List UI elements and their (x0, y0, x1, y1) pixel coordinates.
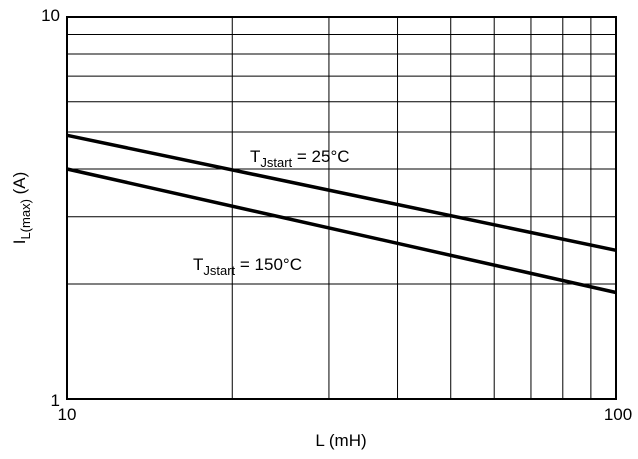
series-line-0 (66, 133, 617, 253)
series-label-150c: TJstart = 150°C (193, 255, 302, 278)
y-axis-title-main: I (10, 240, 29, 245)
y-axis-title-unit: (A) (10, 172, 29, 199)
y-axis-title-sub: L(max) (18, 199, 33, 239)
y-axis-title: IL(max) (A) (10, 172, 33, 245)
series-label-150c-sub: Jstart (203, 263, 235, 278)
series-label-150c-main: T (193, 255, 203, 274)
plot-area (66, 16, 617, 400)
y-tick-label-1: 1 (51, 391, 60, 410)
x-axis-title: L (mH) (315, 431, 366, 450)
series-label-25c-main: T (250, 147, 260, 166)
series-lines (66, 133, 617, 295)
series-label-150c-rest: = 150°C (235, 255, 302, 274)
tick-labels: 10 100 1 10 (41, 6, 632, 424)
x-tick-label-10: 10 (58, 405, 77, 424)
series-label-25c-sub: Jstart (260, 155, 292, 170)
series-line-1 (66, 167, 617, 295)
plot-frame (66, 16, 617, 400)
y-tick-label-10: 10 (41, 6, 60, 25)
series-label-25c-rest: = 25°C (292, 147, 349, 166)
x-tick-label-100: 100 (604, 405, 632, 424)
series-label-25c: TJstart = 25°C (250, 147, 350, 170)
grid (67, 17, 616, 399)
